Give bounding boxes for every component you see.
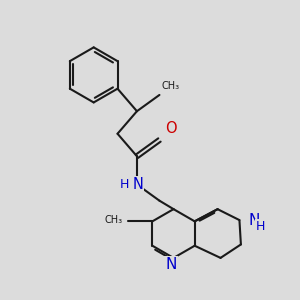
Text: N: N bbox=[248, 213, 260, 228]
Text: N: N bbox=[132, 177, 143, 192]
Text: CH₃: CH₃ bbox=[104, 215, 122, 225]
Text: CH₃: CH₃ bbox=[162, 81, 180, 91]
Text: O: O bbox=[165, 121, 176, 136]
Text: H: H bbox=[120, 178, 129, 191]
Text: H: H bbox=[256, 220, 265, 233]
Text: N: N bbox=[165, 257, 177, 272]
